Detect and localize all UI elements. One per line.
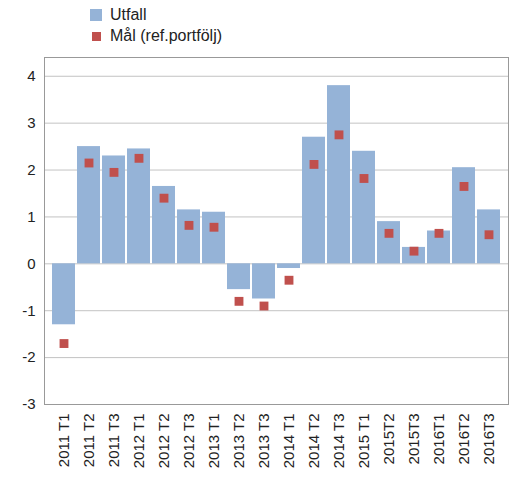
svg-text:2012 T3: 2012 T3	[180, 414, 197, 469]
html-text:Mål (ref.portfölj): Mål (ref.portfölj)	[110, 27, 222, 44]
svg-text:2013 T3: 2013 T3	[255, 414, 272, 469]
svg-text:2016T2: 2016T2	[455, 414, 472, 465]
svg-text:2011 T3: 2011 T3	[105, 414, 122, 468]
svg-text:3: 3	[27, 114, 35, 131]
svg-text:2016T1: 2016T1	[430, 414, 447, 465]
svg-text:2016T3: 2016T3	[480, 414, 497, 465]
svg-text:-1: -1	[22, 302, 35, 319]
svg-text:-3: -3	[22, 395, 35, 412]
svg-text:2011 T2: 2011 T2	[80, 414, 97, 468]
svg-text:2013 T2: 2013 T2	[230, 414, 247, 469]
svg-text:2012 T1: 2012 T1	[130, 414, 147, 469]
svg-text:-2: -2	[22, 348, 35, 365]
svg-text:2011 T1: 2011 T1	[55, 414, 72, 468]
svg-text:2015T3: 2015T3	[405, 414, 422, 465]
svg-text:2015 T1: 2015 T1	[355, 414, 372, 469]
svg-text:2015T2: 2015T2	[380, 414, 397, 465]
svg-text:0: 0	[27, 255, 35, 272]
svg-text:2012 T2: 2012 T2	[155, 414, 172, 469]
svg-text:4: 4	[27, 67, 35, 84]
svg-text:2: 2	[27, 161, 35, 178]
svg-text:2014 T3: 2014 T3	[330, 414, 347, 469]
svg-text:2014 T2: 2014 T2	[305, 414, 322, 469]
html-text:Utfall: Utfall	[110, 6, 147, 23]
svg-text:1: 1	[27, 208, 35, 225]
svg-text:2013 T1: 2013 T1	[205, 414, 222, 469]
svg-text:2014 T1: 2014 T1	[280, 414, 297, 469]
